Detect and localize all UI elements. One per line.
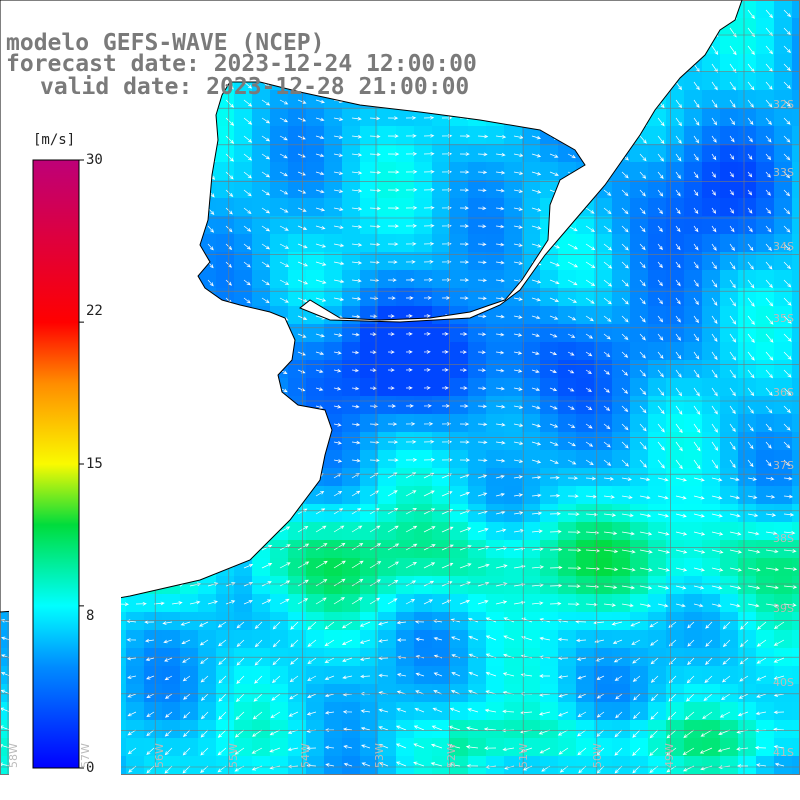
lon-label: 52W [445, 743, 458, 768]
colorbar-tick-15: 15 [86, 456, 103, 472]
lon-label: 49W [663, 743, 676, 768]
lon-label: 54W [299, 743, 312, 768]
lat-label: 40S [773, 676, 794, 689]
model-title: modelo GEFS-WAVE (NCEP) [6, 30, 325, 56]
lat-label: 39S [773, 602, 794, 615]
lat-label: 34S [773, 240, 794, 253]
lat-label: 38S [773, 532, 794, 545]
lon-label: 56W [153, 743, 166, 768]
coastline [0, 0, 743, 613]
lat-label: 35S [773, 312, 794, 325]
lon-label: 53W [373, 743, 386, 768]
forecast-date: forecast date: 2023-12-24 12:00:00 [6, 51, 477, 77]
lat-label: 32S [773, 98, 794, 111]
lon-label: 57W [79, 743, 92, 768]
colorbar-tick-0: 0 [86, 760, 95, 776]
colorbar-tick-22: 22 [86, 303, 103, 319]
lat-label: 33S [773, 166, 794, 179]
lon-label: 50W [591, 743, 604, 768]
colorbar-tick-30: 30 [86, 152, 103, 168]
lat-label: 41S [773, 746, 794, 759]
valid-date: valid date: 2023-12-28 21:00:00 [40, 74, 470, 100]
lat-label: 36S [773, 386, 794, 399]
colorbar [9, 125, 121, 778]
lat-label: 37S [773, 459, 794, 472]
colorbar-tick-8: 8 [86, 608, 95, 624]
colorbar-unit: [m/s] [33, 132, 76, 148]
lon-label: 55W [227, 743, 240, 768]
lon-label: 58W [7, 743, 20, 768]
lon-label: 51W [517, 743, 530, 768]
